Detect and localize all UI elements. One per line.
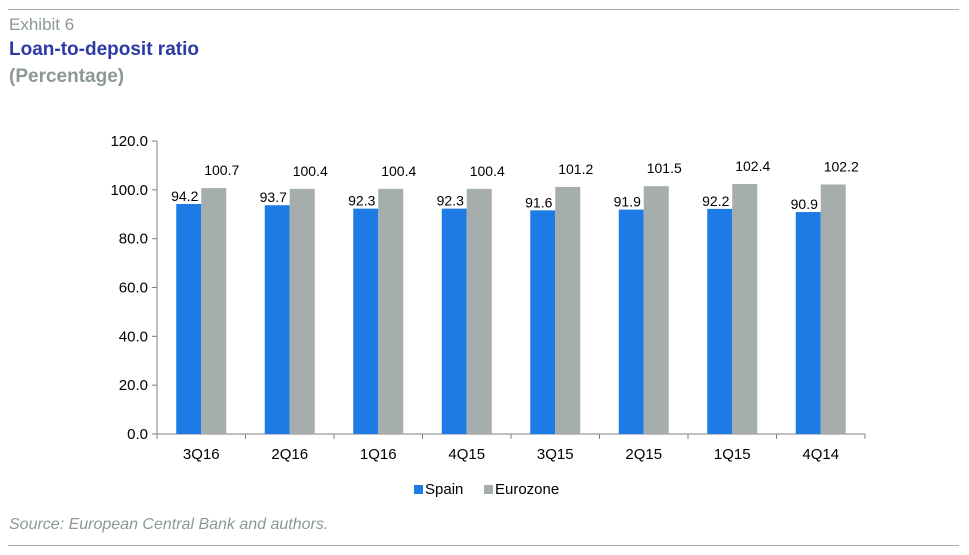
bar-spain bbox=[618, 209, 644, 434]
data-label-eurozone: 102.4 bbox=[735, 158, 770, 174]
data-label-spain: 91.9 bbox=[614, 194, 641, 210]
y-tick-label: 120.0 bbox=[110, 133, 148, 150]
data-label-spain: 94.2 bbox=[171, 188, 198, 204]
data-label-eurozone: 101.2 bbox=[558, 161, 593, 177]
x-tick-label: 2Q15 bbox=[625, 446, 662, 463]
bar-spain bbox=[707, 208, 733, 434]
bar-eurozone bbox=[378, 188, 404, 434]
x-tick-label: 1Q16 bbox=[360, 446, 397, 463]
data-label-spain: 91.6 bbox=[525, 194, 552, 210]
data-label-spain: 93.7 bbox=[260, 189, 287, 205]
bar-eurozone bbox=[289, 188, 315, 434]
data-label-eurozone: 100.4 bbox=[381, 163, 416, 179]
chart-labels: 3Q16 94.2 100.7 2Q16 93.7 100.4 1Q16 92.3 100.4 4… bbox=[171, 158, 859, 463]
data-label-eurozone: 101.5 bbox=[647, 160, 682, 176]
legend-label-spain: Spain bbox=[425, 481, 463, 498]
y-tick-label: 60.0 bbox=[119, 280, 148, 297]
legend-label-eurozone: Eurozone bbox=[495, 481, 559, 498]
source-note: Source: European Central Bank and author… bbox=[9, 516, 329, 533]
data-label-eurozone: 102.2 bbox=[824, 158, 859, 174]
bar-spain bbox=[795, 212, 821, 434]
bottom-rule bbox=[8, 545, 959, 546]
x-tick-label: 2Q16 bbox=[271, 446, 308, 463]
x-tick-label: 3Q15 bbox=[537, 446, 574, 463]
bar-eurozone bbox=[466, 188, 492, 434]
y-tick-label: 80.0 bbox=[119, 231, 148, 248]
exhibit-label: Exhibit 6 bbox=[9, 15, 75, 34]
chart-legend: Spain Eurozone bbox=[414, 481, 559, 498]
bar-eurozone bbox=[732, 183, 758, 434]
legend-swatch-spain bbox=[414, 485, 423, 494]
x-tick-label: 4Q14 bbox=[802, 446, 839, 463]
chart-title: Loan-to-deposit ratio bbox=[9, 39, 199, 60]
y-tick-label: 0.0 bbox=[127, 426, 148, 443]
data-label-spain: 92.2 bbox=[702, 193, 729, 209]
data-label-eurozone: 100.4 bbox=[293, 163, 328, 179]
x-tick-label: 3Q16 bbox=[183, 446, 220, 463]
bar-eurozone bbox=[555, 186, 581, 434]
data-label-eurozone: 100.7 bbox=[204, 162, 239, 178]
bar-spain bbox=[176, 203, 202, 434]
data-label-spain: 92.3 bbox=[437, 193, 464, 209]
chart-subtitle: (Percentage) bbox=[9, 66, 125, 87]
legend-swatch-eurozone bbox=[484, 485, 493, 494]
y-tick-label: 40.0 bbox=[119, 328, 148, 345]
bar-eurozone bbox=[201, 188, 227, 434]
bar-spain bbox=[353, 208, 379, 434]
bar-spain bbox=[530, 210, 556, 434]
chart-bars bbox=[176, 183, 846, 434]
y-tick-label: 100.0 bbox=[110, 182, 148, 199]
data-label-spain: 92.3 bbox=[348, 193, 375, 209]
bar-spain bbox=[441, 208, 467, 434]
bar-eurozone bbox=[643, 186, 669, 434]
bar-spain bbox=[264, 205, 290, 434]
x-tick-label: 4Q15 bbox=[448, 446, 485, 463]
data-label-eurozone: 100.4 bbox=[470, 163, 505, 179]
data-label-spain: 90.9 bbox=[791, 196, 818, 212]
y-tick-label: 20.0 bbox=[119, 377, 148, 394]
top-rule bbox=[8, 9, 959, 10]
chart-axes: 0.0 20.0 40.0 60.0 80.0 100.0 120.0 bbox=[110, 133, 866, 443]
bar-eurozone bbox=[820, 184, 846, 434]
x-tick-label: 1Q15 bbox=[714, 446, 751, 463]
